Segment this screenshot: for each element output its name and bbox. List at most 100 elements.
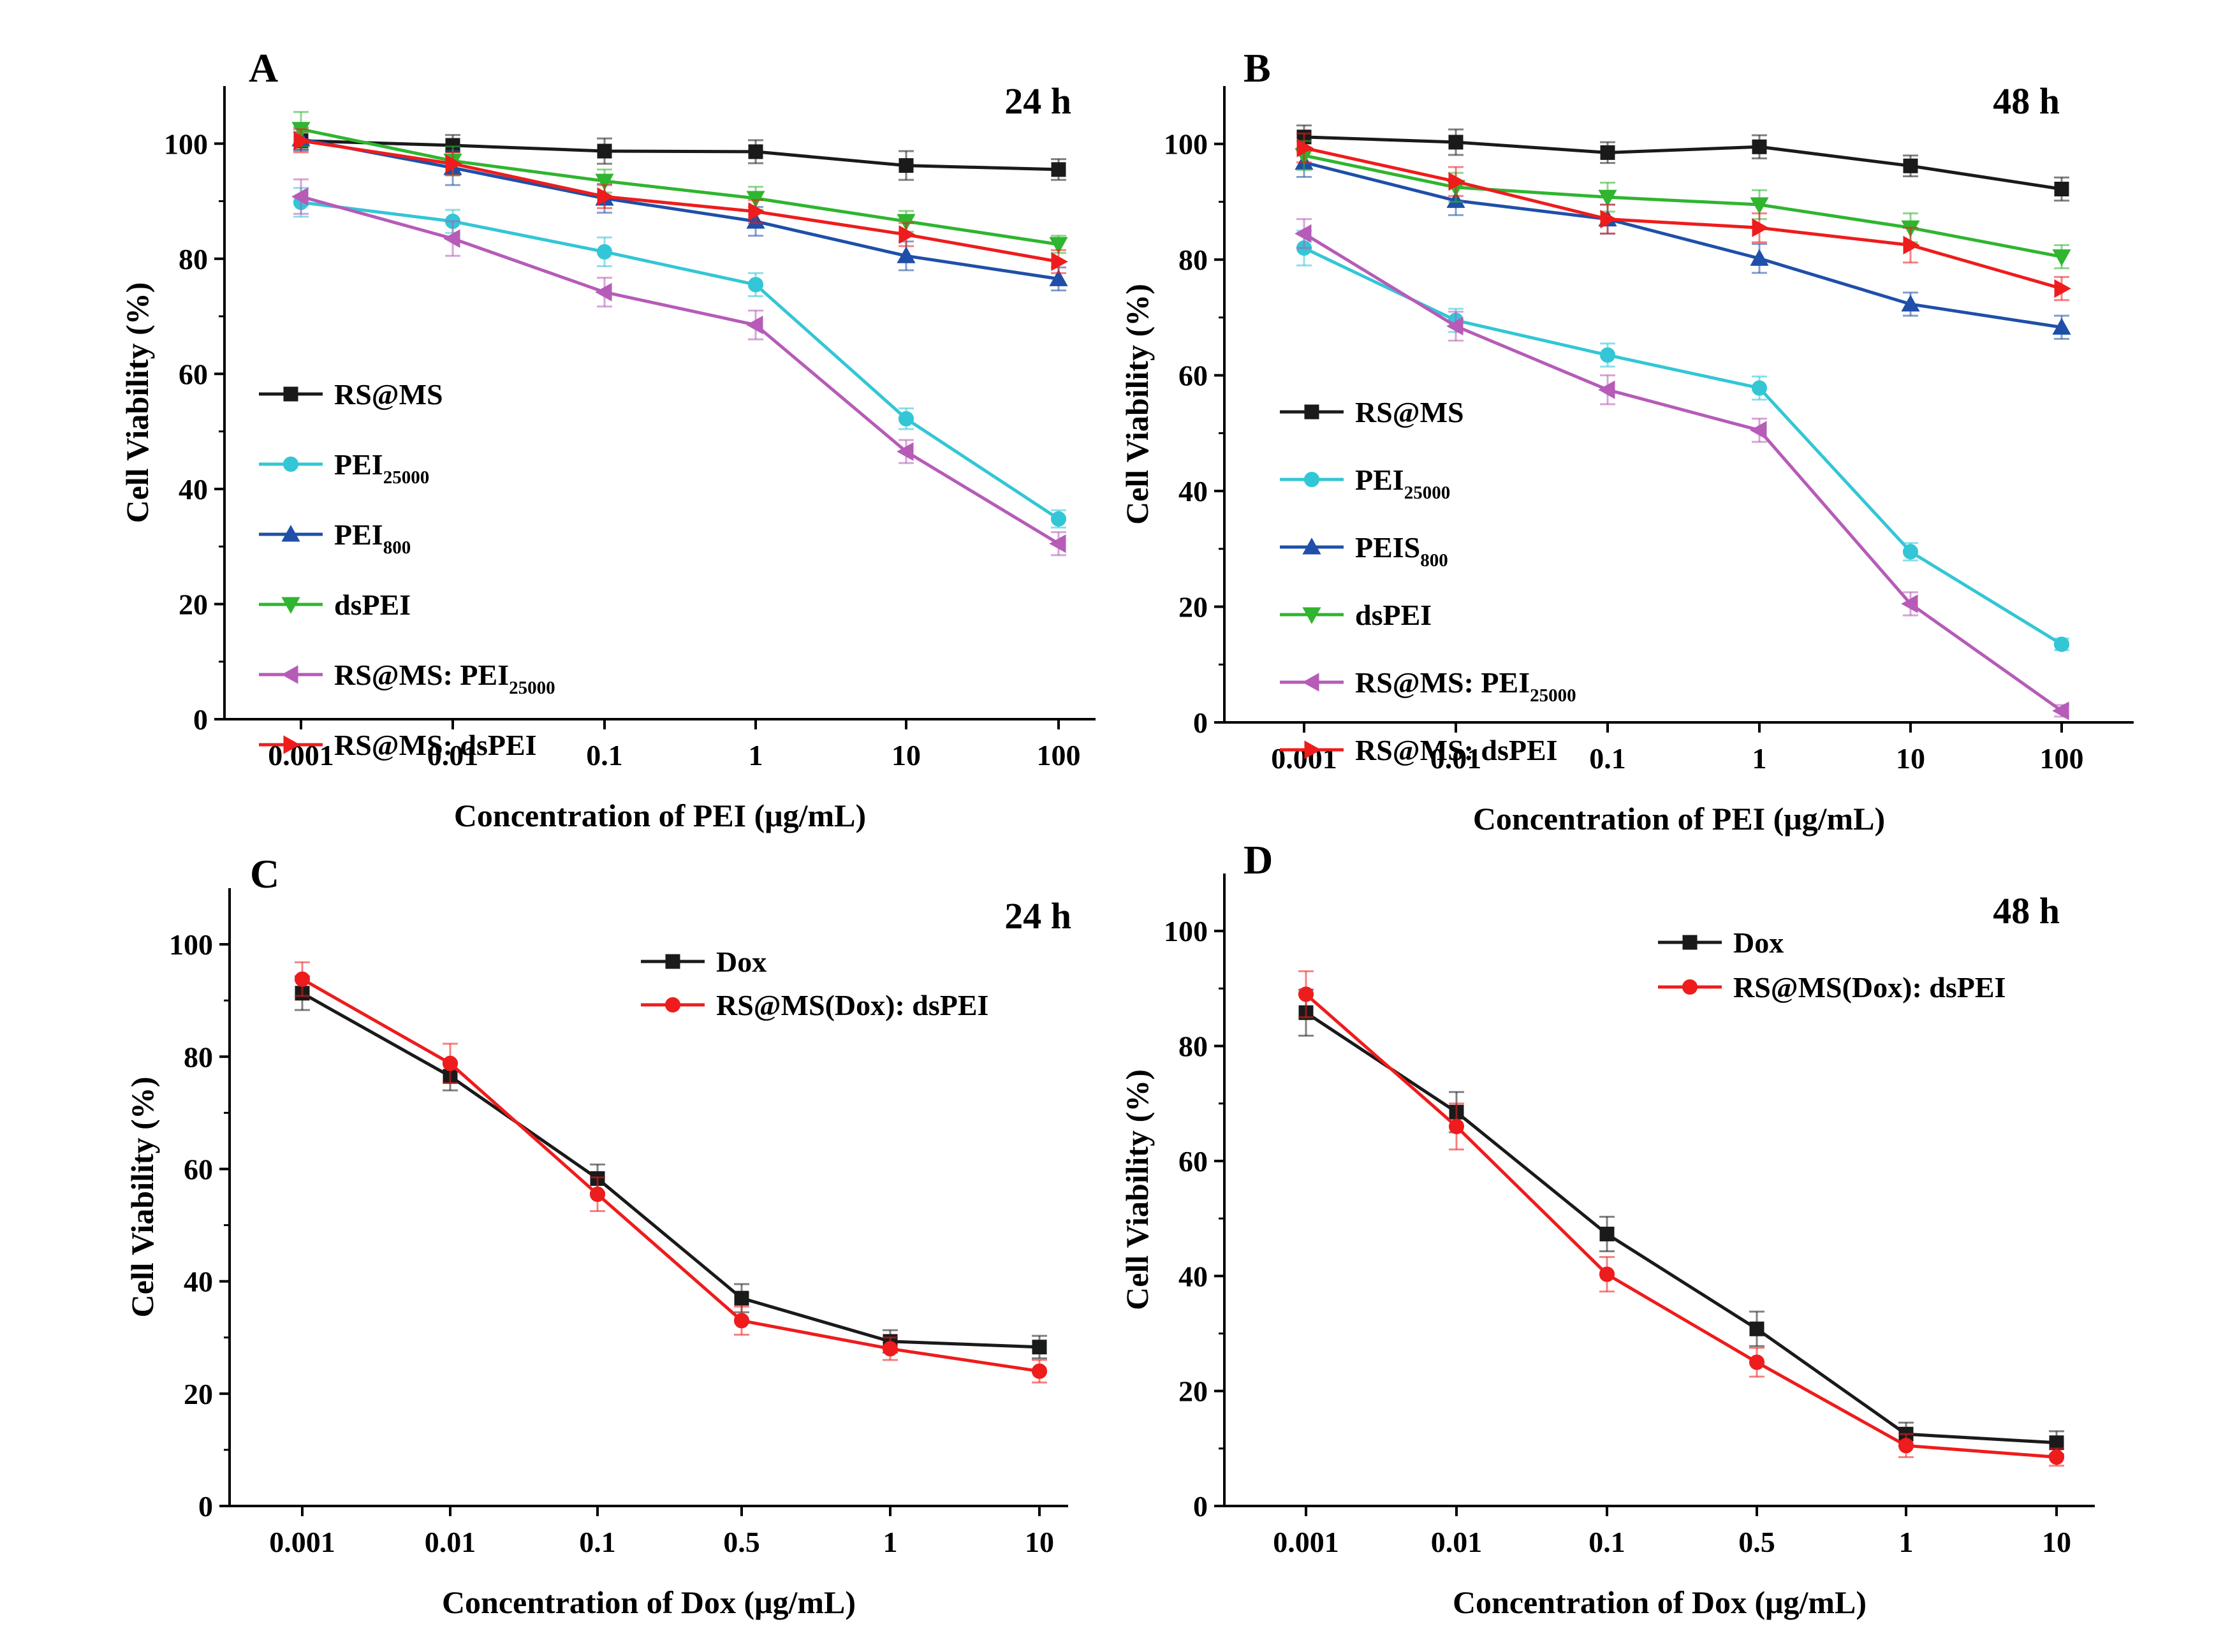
legend-label: PEI800	[334, 518, 411, 558]
x-tick-label: 100	[2040, 742, 2084, 775]
x-tick-label: 10	[1025, 1526, 1054, 1558]
legend-subscript: 800	[383, 537, 411, 558]
data-point	[1750, 197, 1769, 214]
legend-subscript: 800	[1420, 550, 1448, 571]
legend-subscript: 25000	[1404, 483, 1451, 503]
data-point	[1049, 534, 1066, 553]
y-tick-label: 60	[179, 358, 208, 390]
data-point	[445, 154, 462, 173]
legend-label: RS@MS	[1355, 396, 1464, 428]
legend-marker	[1304, 404, 1319, 420]
series-line	[300, 139, 1059, 172]
data-point	[1599, 1226, 1615, 1241]
x-tick-label: 10	[1896, 742, 1925, 775]
data-point	[1901, 295, 1920, 312]
series-line	[1303, 232, 2063, 712]
data-point	[597, 187, 614, 206]
data-point	[899, 225, 916, 244]
x-tick-label: 0.01	[427, 739, 479, 771]
y-tick-label: 80	[179, 243, 208, 275]
data-point	[1295, 224, 1312, 243]
data-point	[1448, 172, 1465, 191]
legend-marker	[283, 386, 298, 402]
x-tick-label: 0.1	[1589, 742, 1626, 775]
data-point	[1600, 145, 1615, 160]
x-tick-label: 0.5	[1738, 1526, 1775, 1558]
x-tick-label: 1	[749, 739, 763, 771]
y-tick-label: 80	[1178, 1030, 1208, 1063]
legend-marker	[283, 735, 300, 754]
panel-letter: D	[1243, 837, 1273, 882]
data-point	[2054, 181, 2069, 196]
y-axis-title: Cell Viability (%)	[1119, 1069, 1155, 1310]
legend-marker	[282, 456, 299, 472]
legend-label: PEI25000	[1355, 464, 1450, 503]
legend-label: dsPEI	[1355, 599, 1432, 631]
y-tick-label: 0	[1193, 706, 1208, 739]
data-point	[1598, 189, 1617, 207]
y-tick-label: 80	[184, 1041, 213, 1073]
data-point	[1903, 235, 1920, 255]
data-point	[2052, 249, 2071, 267]
series-line	[1305, 993, 2057, 1459]
data-point	[1750, 249, 1769, 266]
data-point	[899, 158, 914, 173]
data-point	[1598, 380, 1615, 399]
data-point	[1898, 1438, 1914, 1454]
series-rs-ms-dspei	[293, 128, 1068, 274]
legend-marker	[281, 665, 298, 684]
data-point	[882, 1341, 899, 1357]
legend: RS@MS PEI25000 PEI800 dsPEI RS@MS: PEI25000 R…	[259, 378, 555, 761]
data-point	[1599, 347, 1616, 363]
series-line	[300, 128, 1059, 246]
x-tick-label: 10	[891, 739, 921, 771]
y-tick-label: 100	[164, 128, 208, 160]
y-tick-label: 0	[193, 703, 208, 736]
legend-marker	[1302, 537, 1321, 555]
data-point	[293, 131, 311, 150]
legend-subscript: 25000	[509, 678, 555, 698]
data-point	[1298, 986, 1314, 1002]
legend-label: RS@MS: dsPEI	[1355, 734, 1558, 766]
x-tick-label: 0.01	[1430, 742, 1482, 775]
series-line	[301, 977, 1040, 1373]
data-point	[1296, 138, 1314, 157]
x-axis-title: Concentration of Dox (μg/mL)	[442, 1584, 856, 1620]
y-axis-title: Cell Viability (%)	[1119, 284, 1155, 525]
legend-marker	[1682, 935, 1698, 950]
y-tick-label: 60	[184, 1153, 213, 1185]
series-line	[300, 194, 1060, 545]
data-point	[747, 277, 764, 293]
data-point	[1049, 237, 1068, 254]
x-tick-label: 0.001	[1271, 742, 1337, 775]
legend-marker	[664, 997, 681, 1013]
data-point	[1749, 1354, 1765, 1370]
series-line	[1303, 246, 2063, 646]
x-axis-title: Concentration of PEI (μg/mL)	[454, 798, 866, 833]
data-point	[1902, 544, 1919, 560]
panel-time-label: 48 h	[1993, 80, 2060, 122]
series-line	[1305, 1011, 2057, 1445]
y-tick-label: 100	[1164, 128, 1208, 161]
data-point	[897, 246, 916, 263]
y-tick-label: 60	[1178, 1145, 1208, 1178]
legend-marker	[665, 954, 680, 969]
y-tick-label: 60	[1178, 360, 1208, 392]
data-point	[1903, 158, 1918, 173]
data-point	[2053, 636, 2070, 652]
x-tick-label: 0.001	[269, 1526, 335, 1558]
series-rs-ms	[1296, 124, 2069, 202]
legend-marker	[1302, 607, 1321, 624]
panel-letter: A	[249, 45, 278, 91]
data-point	[733, 1313, 750, 1329]
y-tick-label: 40	[184, 1266, 213, 1298]
y-tick-label: 0	[198, 1490, 213, 1523]
data-point	[1752, 139, 1767, 154]
series-line	[300, 200, 1060, 520]
y-tick-label: 100	[169, 928, 213, 961]
y-tick-label: 0	[1193, 1490, 1208, 1523]
y-tick-label: 40	[1178, 475, 1208, 508]
data-point	[2052, 701, 2069, 720]
